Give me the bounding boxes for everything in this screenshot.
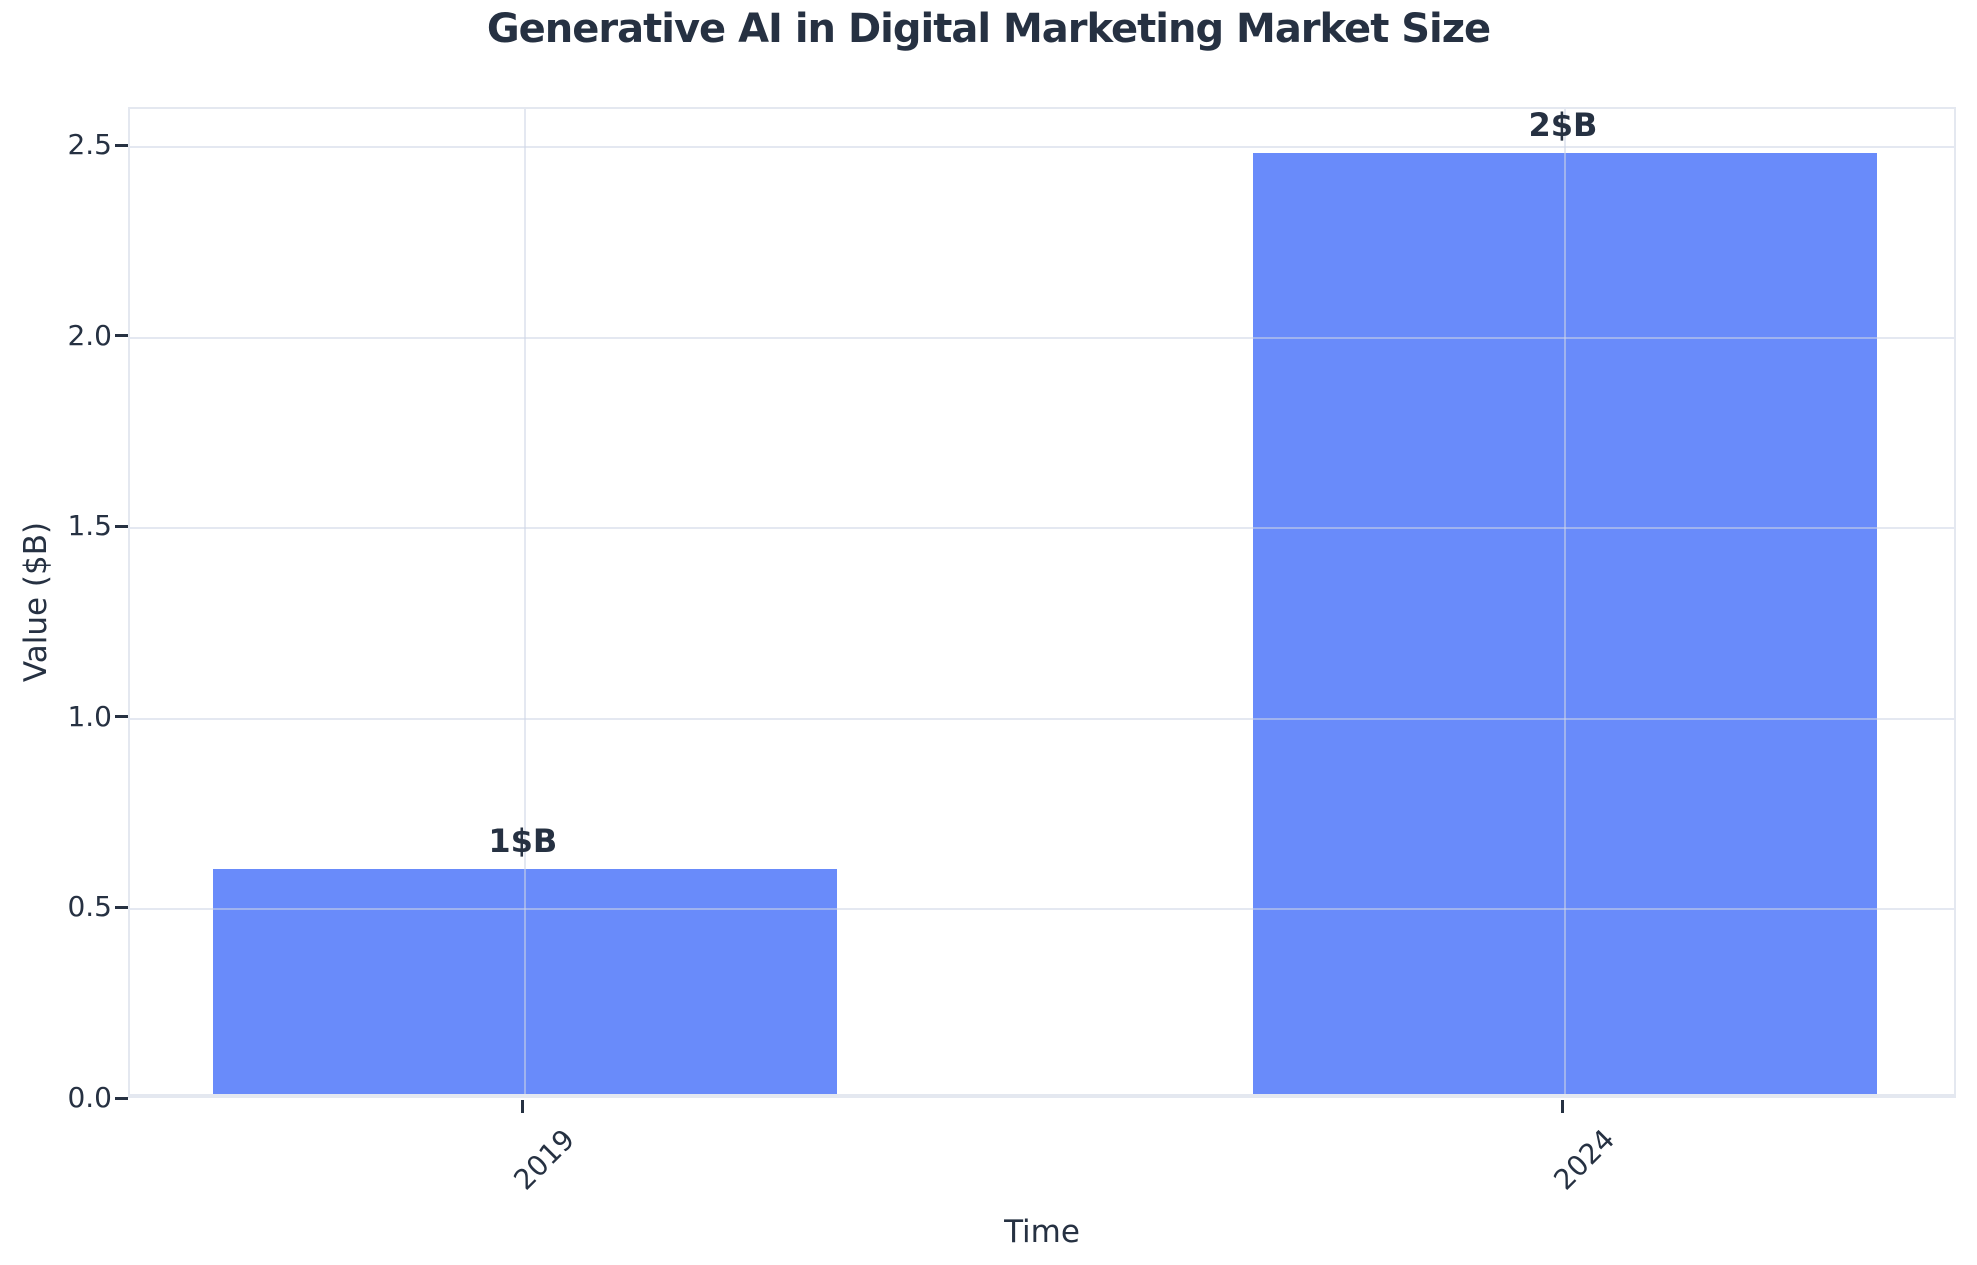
bar-value-label-2019: 1$B (488, 822, 558, 861)
y-tick-label-1.0: 1.0 (67, 699, 112, 733)
bar-value-label-2024: 2$B (1528, 105, 1598, 144)
x-tick-mark-2024 (1561, 1100, 1565, 1113)
x-tick-label-2019: 2019 (507, 1122, 581, 1197)
y-tick-mark-0.5 (115, 905, 128, 909)
y-tick-mark-0.0 (115, 1096, 128, 1100)
y-tick-label-2.5: 2.5 (67, 128, 112, 162)
h-gridline-0.5 (130, 908, 1954, 911)
h-gridline-1.5 (130, 527, 1954, 530)
y-tick-label-2.0: 2.0 (67, 318, 112, 352)
v-gridline-2024 (1563, 109, 1566, 1094)
y-tick-mark-1.0 (115, 715, 128, 719)
h-gridline-1.0 (130, 717, 1954, 720)
y-axis-label: Value ($B) (18, 521, 54, 683)
h-gridline-2.5 (130, 146, 1954, 149)
x-tick-mark-2019 (521, 1100, 525, 1113)
x-tick-label-2024: 2024 (1547, 1122, 1622, 1197)
y-tick-mark-1.5 (115, 524, 128, 528)
x-axis-label: Time (1004, 1214, 1080, 1250)
y-tick-mark-2.5 (115, 143, 128, 147)
chart-title: Generative AI in Digital Marketing Marke… (486, 6, 1491, 52)
y-tick-label-0.0: 0.0 (67, 1081, 112, 1114)
plot-area (128, 107, 1956, 1098)
v-gridline-2019 (523, 109, 526, 1094)
y-tick-label-1.5: 1.5 (67, 509, 112, 543)
h-gridline-2.0 (130, 336, 1954, 339)
y-tick-label-0.5: 0.5 (67, 890, 112, 924)
y-tick-mark-2.0 (115, 334, 128, 338)
